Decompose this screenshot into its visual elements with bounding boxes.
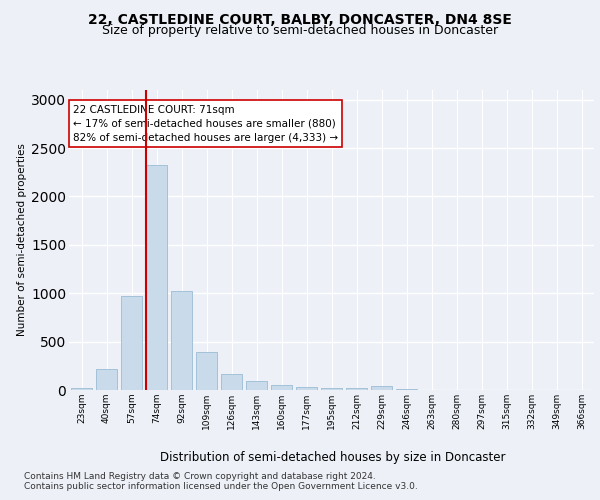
- Bar: [396, 389, 417, 390]
- Bar: [171, 292, 192, 390]
- Text: Size of property relative to semi-detached houses in Doncaster: Size of property relative to semi-detach…: [102, 24, 498, 37]
- Text: Distribution of semi-detached houses by size in Doncaster: Distribution of semi-detached houses by …: [160, 451, 506, 464]
- Bar: [96, 368, 117, 390]
- Y-axis label: Number of semi-detached properties: Number of semi-detached properties: [17, 144, 27, 336]
- Text: 22 CASTLEDINE COURT: 71sqm
← 17% of semi-detached houses are smaller (880)
82% o: 22 CASTLEDINE COURT: 71sqm ← 17% of semi…: [73, 104, 338, 142]
- Bar: [296, 386, 317, 390]
- Bar: [146, 164, 167, 390]
- Text: Contains public sector information licensed under the Open Government Licence v3: Contains public sector information licen…: [24, 482, 418, 491]
- Text: Contains HM Land Registry data © Crown copyright and database right 2024.: Contains HM Land Registry data © Crown c…: [24, 472, 376, 481]
- Bar: [271, 384, 292, 390]
- Bar: [221, 374, 242, 390]
- Bar: [246, 381, 267, 390]
- Bar: [71, 388, 92, 390]
- Bar: [321, 388, 342, 390]
- Text: 22, CASTLEDINE COURT, BALBY, DONCASTER, DN4 8SE: 22, CASTLEDINE COURT, BALBY, DONCASTER, …: [88, 12, 512, 26]
- Bar: [346, 388, 367, 390]
- Bar: [371, 386, 392, 390]
- Bar: [121, 296, 142, 390]
- Bar: [196, 352, 217, 390]
